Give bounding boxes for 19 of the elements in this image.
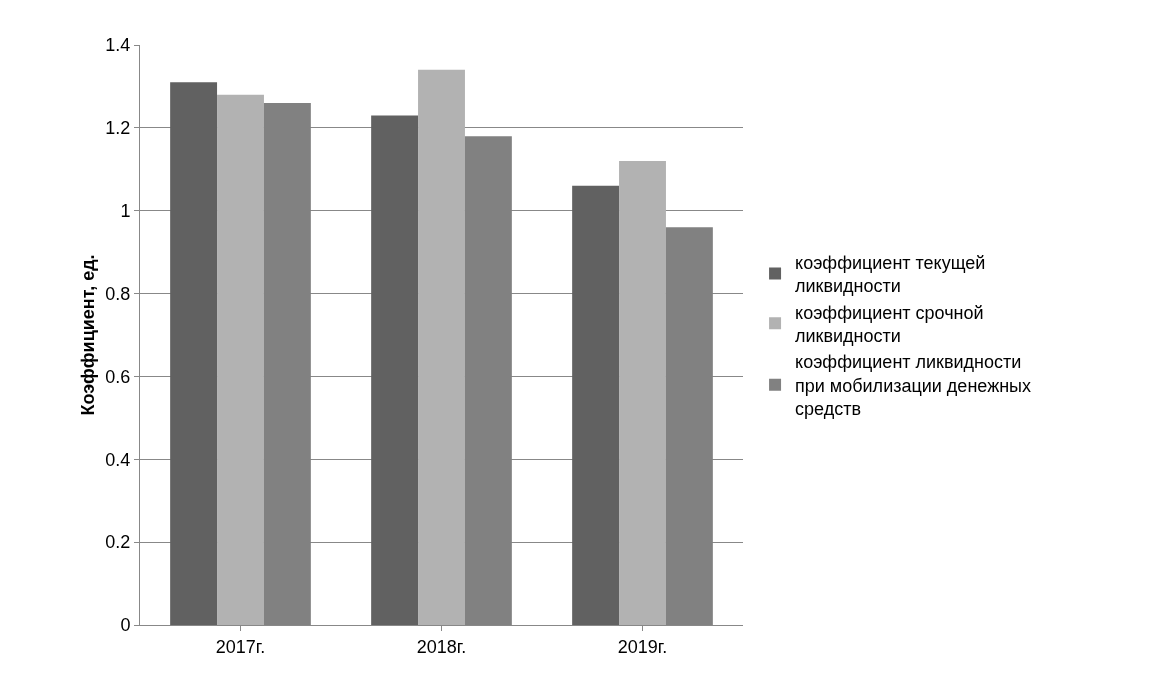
x-tick-label: 2018г. [416,636,467,657]
legend-label: коэффициент ликвидности при мобилизации денежных средств [795,352,1032,420]
x-tick-label: 2017г. [215,636,266,657]
y-tick-label: 0.6 [105,366,131,387]
bar [418,69,465,625]
x-tick-label: 2019г. [617,636,668,657]
y-tick-label: 1.4 [105,35,131,56]
bar [170,82,218,625]
y-tick-label: 0.2 [105,532,131,553]
bar [572,185,620,625]
bar [371,115,419,625]
bar [619,161,666,625]
y-tick-label: 0.8 [105,283,131,304]
y-tick-label: 0 [120,615,131,636]
y-tick-label: 0.4 [105,449,131,470]
bar [217,94,264,625]
y-tick-label: 1 [120,201,131,222]
y-tick-label: 1.2 [105,118,131,139]
y-axis-title: Коэффициент, ед. [78,254,98,416]
